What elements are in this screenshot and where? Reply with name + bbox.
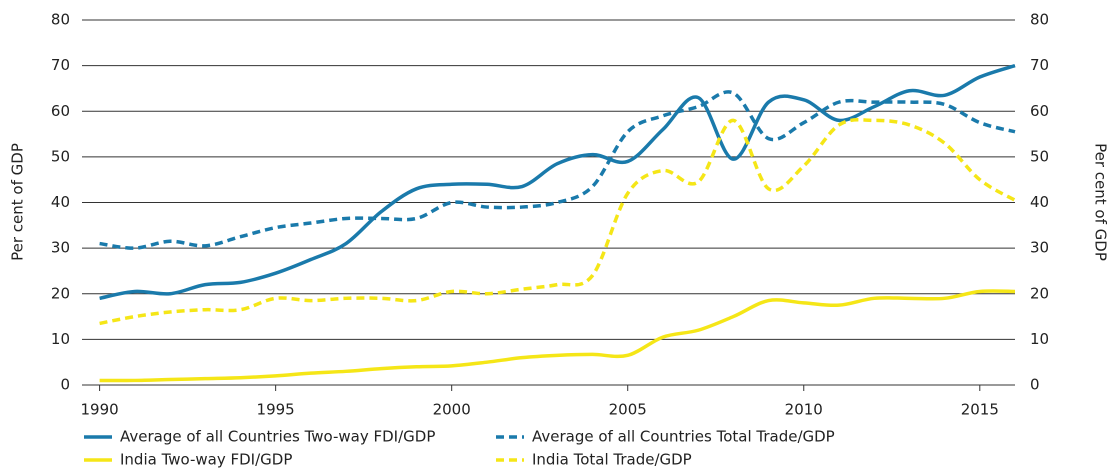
x-tick-label: 1995: [257, 401, 295, 419]
x-tick-label: 2000: [433, 401, 471, 419]
y2-tick-label: 60: [1030, 102, 1049, 120]
legend-label: India Two-way FDI/GDP: [120, 451, 292, 469]
y2-tick-label: 40: [1030, 193, 1049, 211]
legend-label: Average of all Countries Total Trade/GDP: [532, 428, 835, 446]
y2-tick-label: 10: [1030, 330, 1049, 348]
y2-tick-label: 30: [1030, 239, 1049, 257]
y2-tick-label: 20: [1030, 284, 1049, 302]
legend-label: India Total Trade/GDP: [532, 451, 692, 469]
y-tick-label: 40: [51, 193, 70, 211]
y-tick-label: 70: [51, 56, 70, 74]
y2-tick-label: 0: [1030, 376, 1040, 394]
line-series: [99, 289, 1016, 383]
y2-tick-label: 80: [1030, 11, 1049, 29]
y2-axis-label: Per cent of GDP: [1092, 143, 1110, 261]
y2-tick-label: 70: [1030, 56, 1049, 74]
x-tick-label: 2005: [609, 401, 647, 419]
y2-tick-label: 50: [1030, 147, 1049, 165]
x-tick-label: 2010: [785, 401, 823, 419]
y-tick-label: 0: [60, 376, 70, 394]
y-tick-label: 30: [51, 239, 70, 257]
y-tick-label: 10: [51, 330, 70, 348]
line-series: [99, 63, 1016, 301]
line-series: [99, 118, 1016, 326]
y-tick-label: 50: [51, 147, 70, 165]
y-tick-label: 60: [51, 102, 70, 120]
x-tick-label: 2015: [961, 401, 999, 419]
line-series: [99, 90, 1016, 250]
legend-label: Average of all Countries Two-way FDI/GDP: [120, 428, 435, 446]
x-tick-label: 1990: [81, 401, 119, 419]
y-tick-label: 80: [51, 11, 70, 29]
y-tick-label: 20: [51, 284, 70, 302]
y-axis-label: Per cent of GDP: [9, 143, 27, 261]
